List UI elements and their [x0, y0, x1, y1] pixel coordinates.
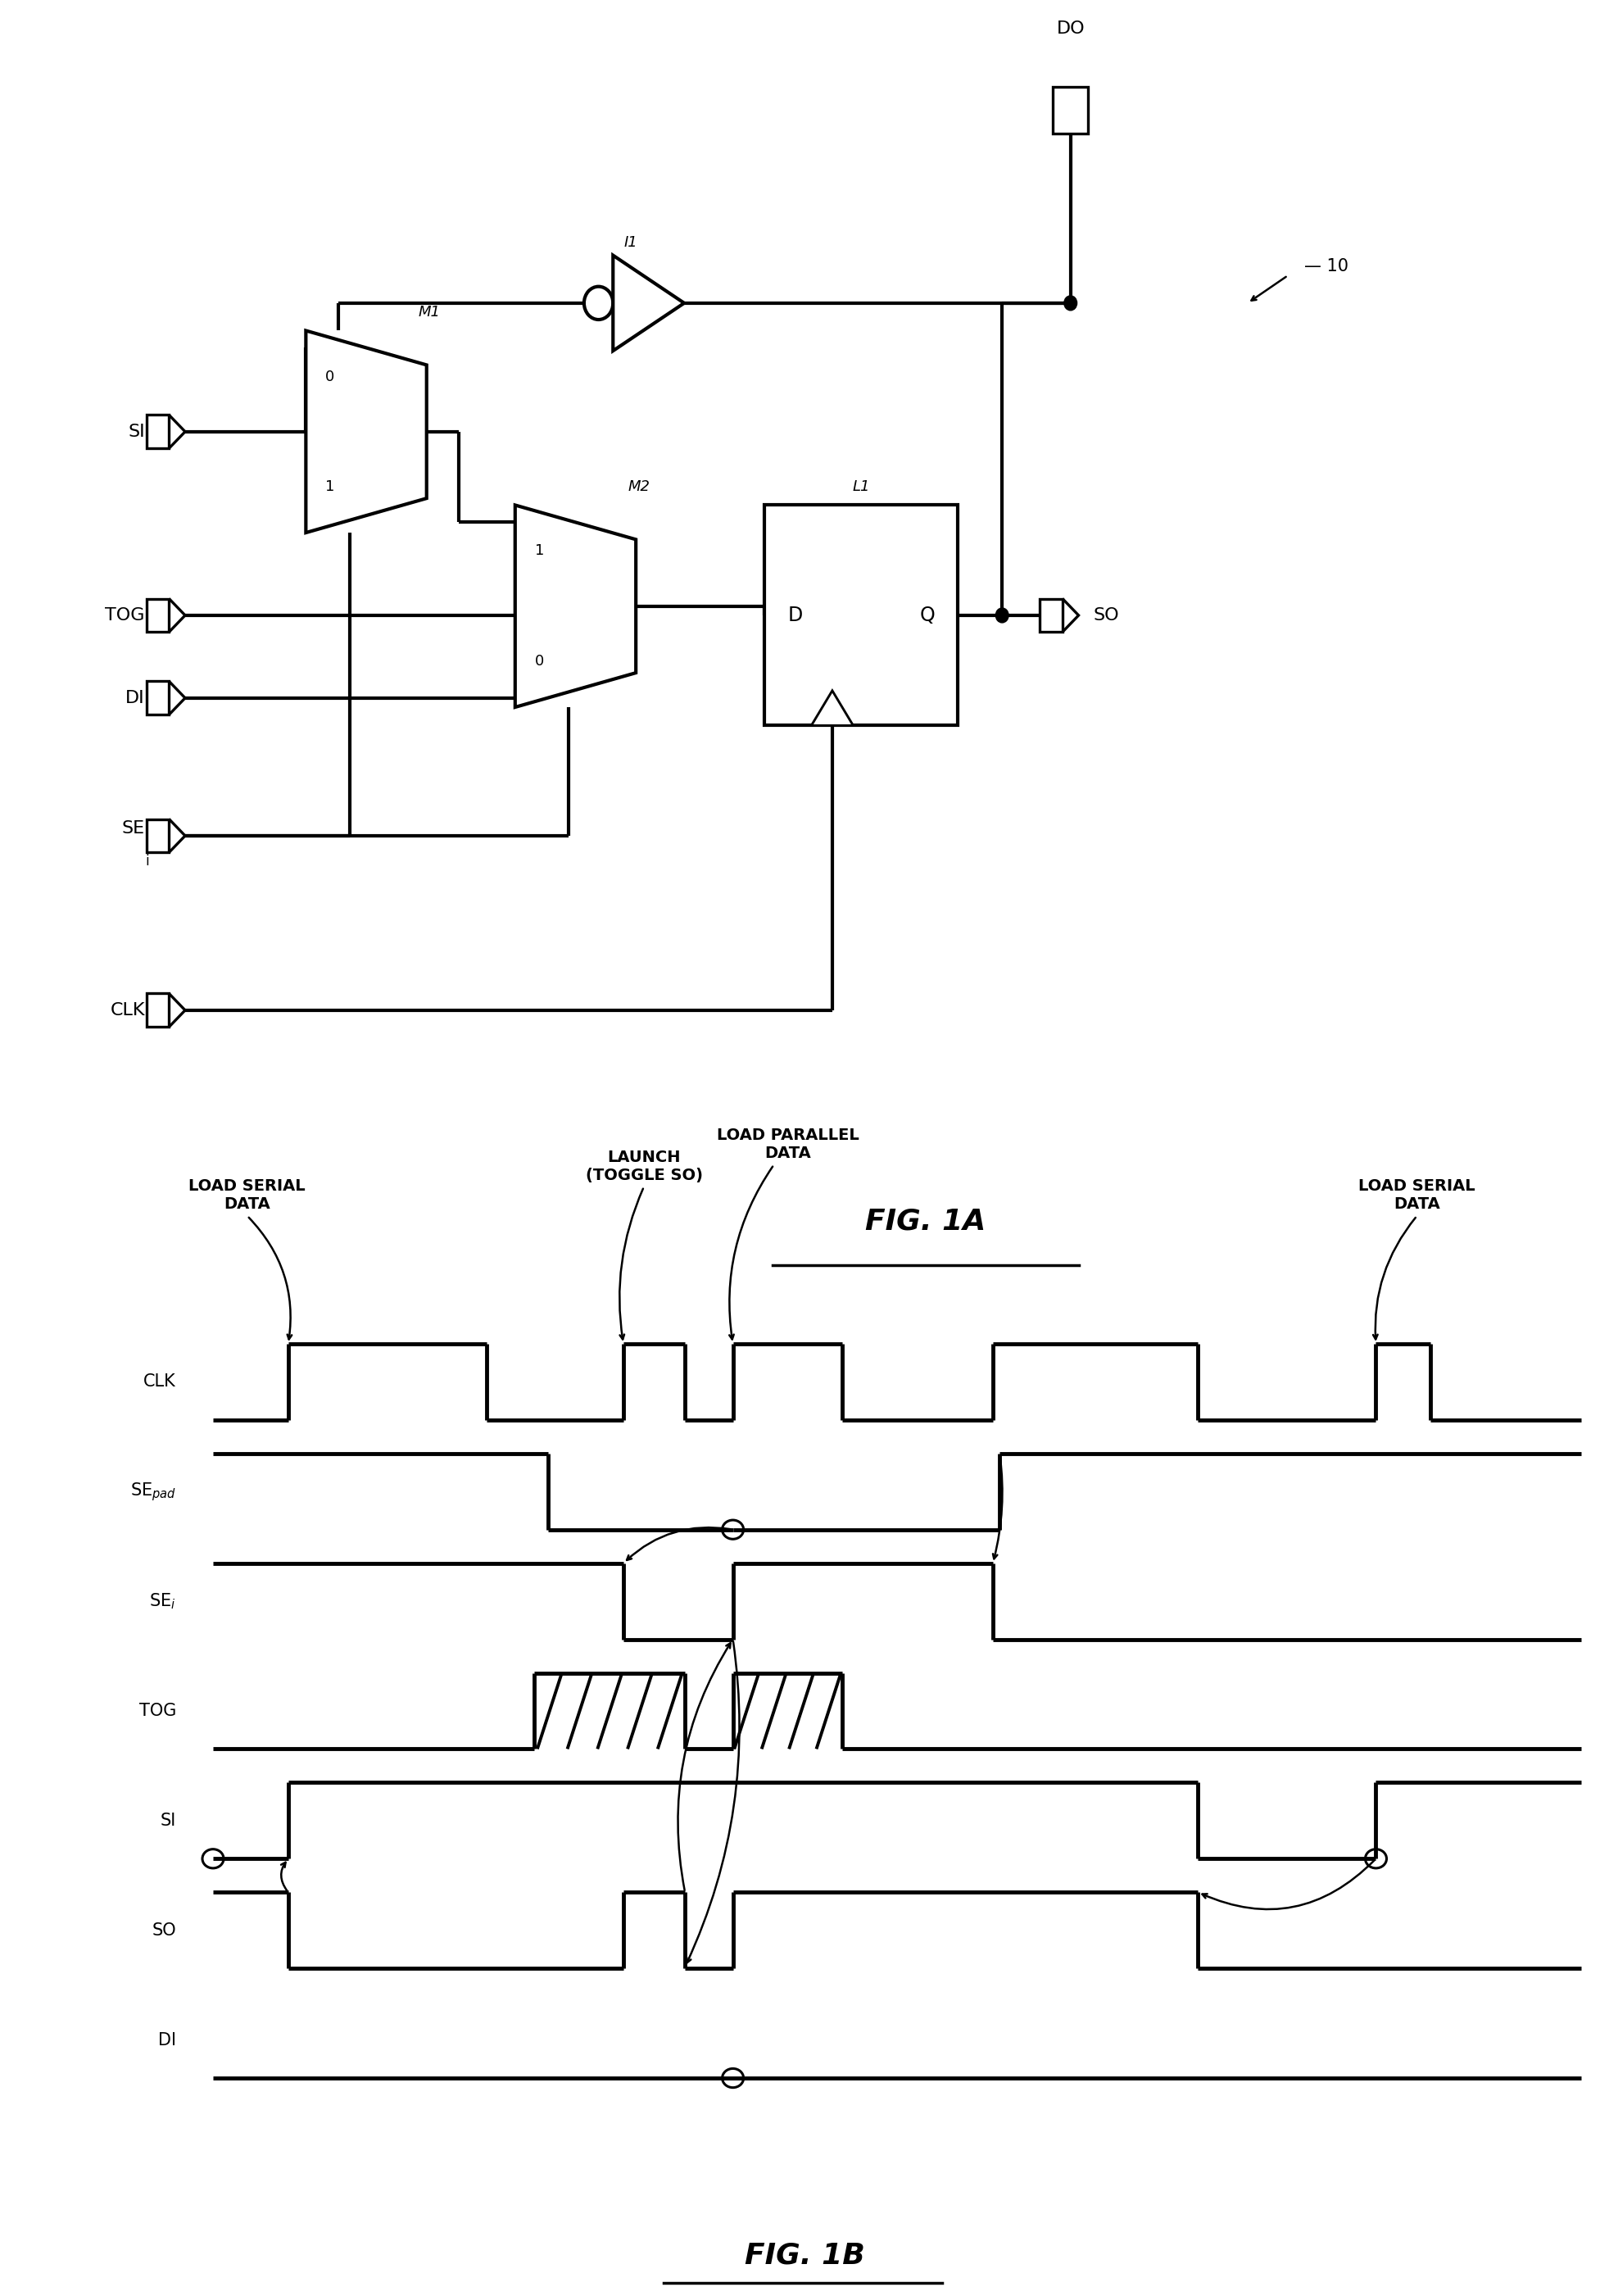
Text: SO: SO [1093, 606, 1118, 625]
Bar [146, 599, 169, 631]
Text: CLK: CLK [143, 1373, 175, 1389]
Bar [146, 994, 169, 1026]
Text: LOAD PARALLEL
DATA: LOAD PARALLEL DATA [716, 1127, 858, 1162]
Text: TOG: TOG [105, 606, 145, 625]
Text: M1: M1 [418, 305, 441, 319]
Bar [764, 505, 957, 726]
Text: i: i [146, 854, 150, 868]
Text: CLK: CLK [109, 1001, 145, 1019]
Text: 1: 1 [534, 544, 544, 558]
Text: SE$_{pad}$: SE$_{pad}$ [130, 1481, 175, 1502]
Circle shape [1064, 296, 1076, 310]
Polygon shape [811, 691, 853, 726]
Bar [1039, 599, 1062, 631]
Polygon shape [613, 255, 684, 351]
Text: SE: SE [122, 820, 145, 836]
Text: Q: Q [919, 606, 935, 625]
Bar [146, 820, 169, 852]
Text: — 10: — 10 [1303, 257, 1347, 276]
Text: SI: SI [129, 422, 145, 441]
Text: I1: I1 [624, 234, 637, 250]
Text: SO: SO [151, 1922, 175, 1938]
Circle shape [996, 608, 1009, 622]
Polygon shape [515, 505, 636, 707]
Text: DO: DO [1056, 21, 1084, 37]
Text: DI: DI [158, 2032, 175, 2048]
Text: TOG: TOG [138, 1704, 175, 1720]
Text: 0: 0 [534, 654, 544, 668]
Text: FIG. 1B: FIG. 1B [743, 2241, 864, 2271]
Polygon shape [306, 331, 426, 533]
Text: FIG. 1A: FIG. 1A [866, 1208, 985, 1235]
Text: M2: M2 [628, 480, 650, 494]
Bar [1052, 87, 1088, 133]
Bar [146, 416, 169, 448]
Text: SE$_i$: SE$_i$ [150, 1591, 175, 1612]
Text: DI: DI [126, 689, 145, 707]
Text: 1: 1 [325, 480, 335, 494]
Text: L1: L1 [853, 480, 869, 494]
Text: SI: SI [161, 1812, 175, 1830]
Text: D: D [787, 606, 803, 625]
Text: LOAD SERIAL
DATA: LOAD SERIAL DATA [188, 1178, 306, 1212]
Bar [146, 682, 169, 714]
Text: LOAD SERIAL
DATA: LOAD SERIAL DATA [1358, 1178, 1474, 1212]
Text: LAUNCH
(TOGGLE SO): LAUNCH (TOGGLE SO) [586, 1150, 702, 1182]
Text: 0: 0 [325, 370, 335, 383]
